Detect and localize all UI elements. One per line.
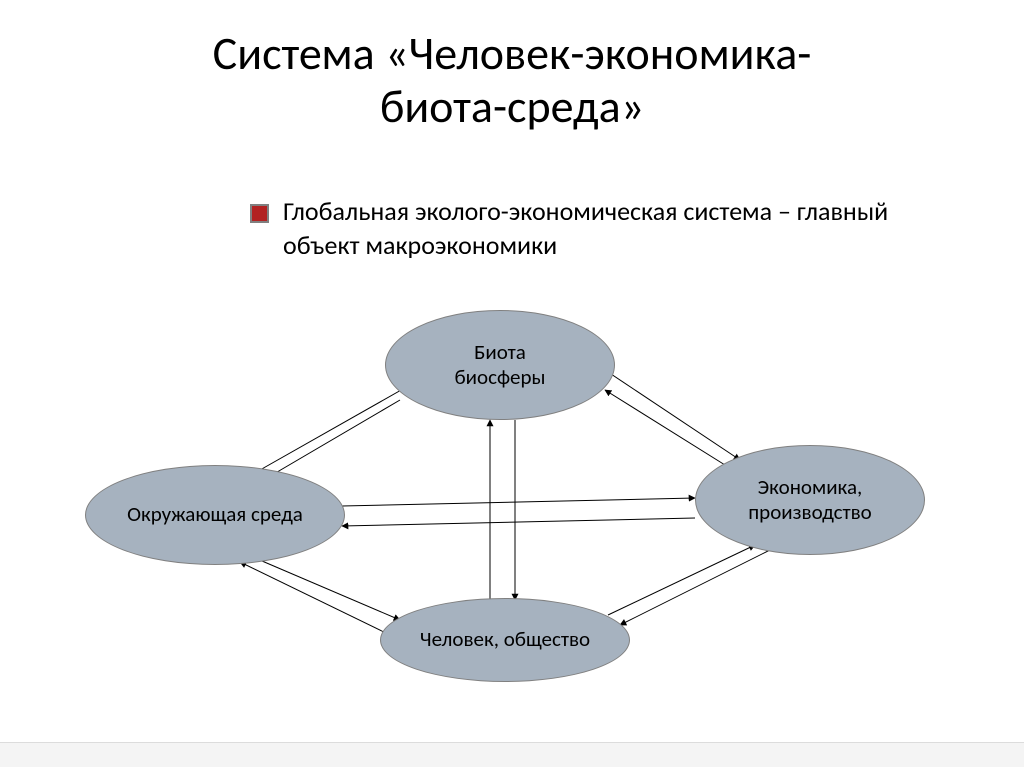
- node-env: Окружающая среда: [85, 465, 345, 565]
- edge-econ-biota: [605, 390, 725, 465]
- node-human: Человек, общество: [380, 598, 630, 682]
- bullet-item: Глобальная эколого-экономическая система…: [250, 195, 890, 263]
- edge-human-env: [240, 562, 390, 635]
- slide: Система «Человек-экономика- биота-среда»…: [0, 0, 1024, 767]
- edge-env-biota: [260, 385, 410, 470]
- edge-env-human: [255, 558, 400, 620]
- edge-biota-econ: [605, 370, 740, 460]
- footer-bar: [0, 743, 1024, 767]
- title-line1: Система «Человек-экономика-: [0, 28, 1024, 81]
- edge-econ-env: [342, 518, 695, 526]
- edge-human-econ: [608, 545, 755, 615]
- node-biota: Биотабиосферы: [385, 310, 615, 420]
- edge-econ-human: [620, 550, 770, 625]
- network-diagram: Биотабиосферы Окружающая среда Экономика,п…: [60, 300, 960, 710]
- bullet-block: Глобальная эколого-экономическая система…: [250, 195, 890, 263]
- square-bullet-icon: [250, 204, 269, 223]
- edge-env-econ: [342, 498, 695, 506]
- title-line2: биота-среда»: [0, 81, 1024, 134]
- bullet-text: Глобальная эколого-экономическая система…: [283, 195, 890, 263]
- node-econ: Экономика,производство: [695, 445, 925, 555]
- page-title: Система «Человек-экономика- биота-среда»: [0, 28, 1024, 134]
